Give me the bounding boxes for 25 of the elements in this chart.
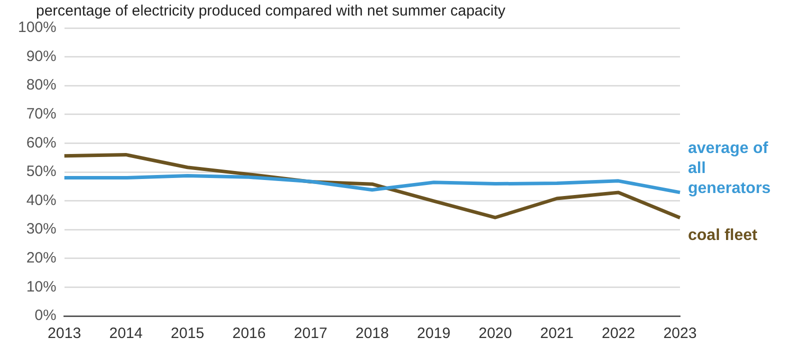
y-tick-label: 20% (26, 250, 56, 267)
y-tick-label: 50% (26, 163, 56, 180)
x-tick-label: 2018 (355, 325, 389, 342)
x-tick-label: 2023 (663, 325, 697, 342)
y-tick-label: 70% (26, 106, 56, 123)
x-tick-label: 2015 (170, 325, 204, 342)
y-tick-label: 10% (26, 278, 56, 296)
x-tick-label: 2022 (602, 325, 636, 342)
y-tick-label: 40% (26, 192, 56, 209)
x-tick-label: 2019 (417, 325, 450, 342)
x-tick-label: 2017 (294, 325, 328, 342)
y-tick-label: 100% (18, 19, 56, 36)
y-tick-label: 80% (26, 76, 56, 94)
y-tick-label: 0% (34, 307, 56, 324)
y-tick-label: 60% (26, 134, 56, 152)
y-tick-label: 30% (26, 220, 56, 238)
x-tick-label: 2013 (48, 325, 82, 342)
x-tick-label: 2016 (232, 325, 266, 342)
x-tick-label: 2021 (540, 325, 574, 342)
chart-title: percentage of electricity produced compared with net summer capacity (36, 2, 506, 20)
series-label: coal fleet (688, 227, 758, 244)
x-tick-label: 2020 (478, 325, 512, 342)
x-tick-label: 2014 (109, 325, 143, 342)
y-tick-label: 90% (26, 48, 56, 65)
series-label: average of all generators (688, 140, 771, 197)
